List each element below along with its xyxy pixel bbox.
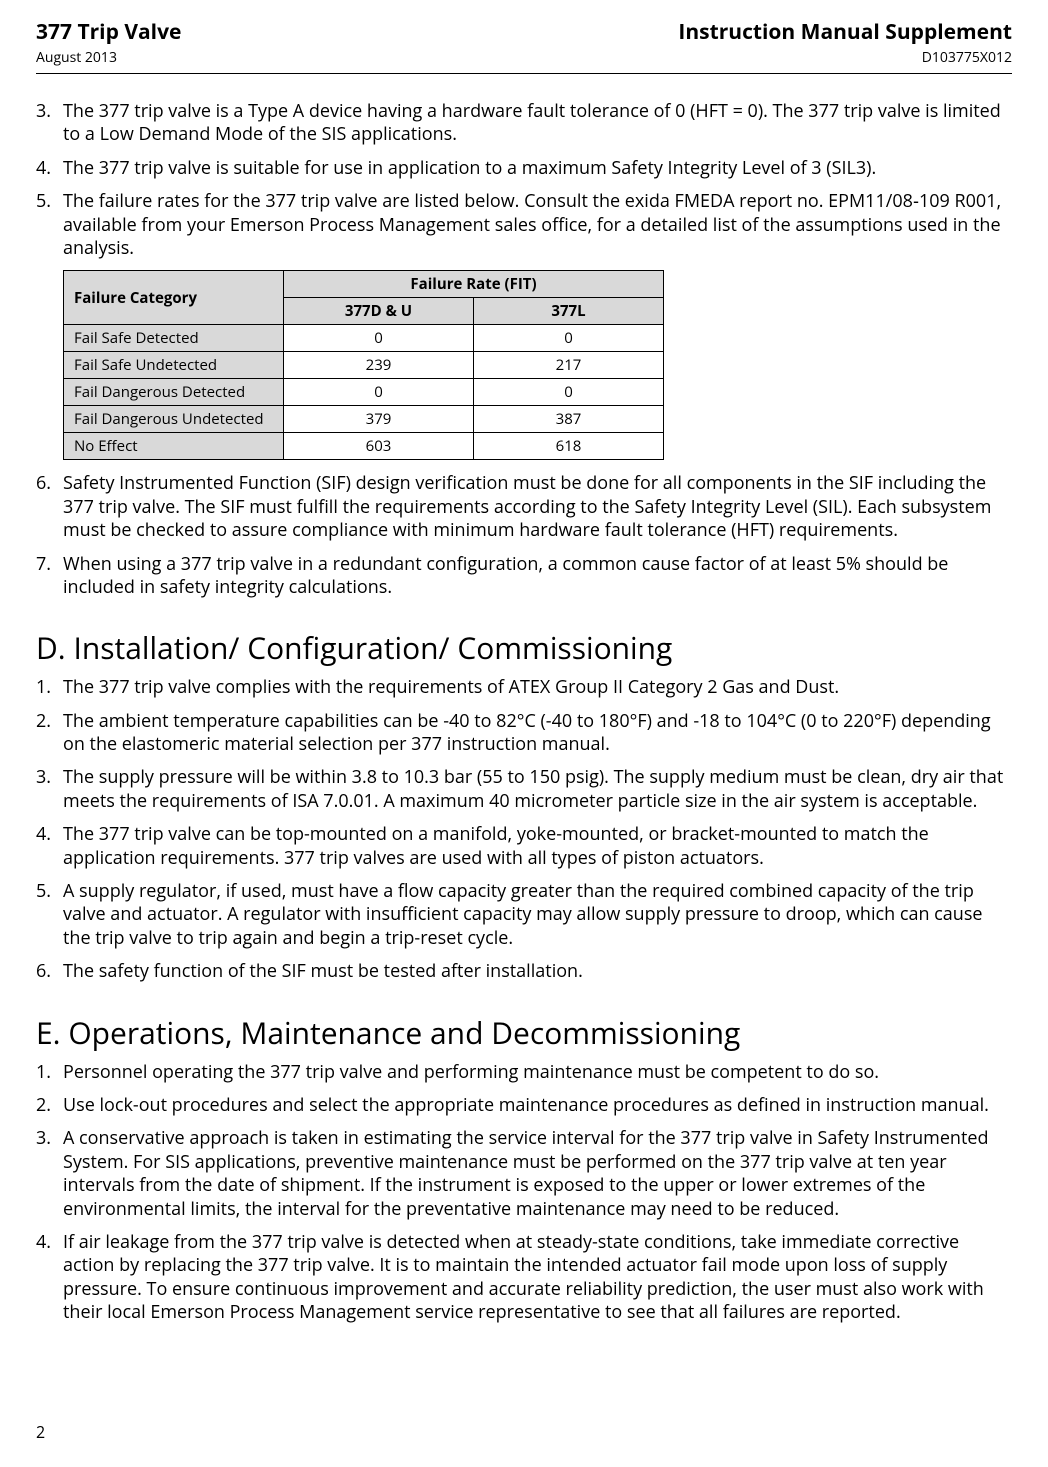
item-number: 3. [36,766,51,789]
doc-date: August 2013 [36,48,181,67]
item-text: The ambient temperature capabilities can… [63,709,991,756]
list-item: 2. The ambient temperature capabilities c… [36,710,1012,757]
page-header: 377 Trip Valve August 2013 Instruction M… [36,18,1012,74]
failure-rate-table-wrap: Failure Category Failure Rate (FIT) 377D… [63,270,1012,460]
cell-cat: Fail Safe Detected [64,325,284,352]
doc-number: D103775X012 [678,48,1012,67]
cell-val: 217 [474,352,664,379]
item-number: 2. [36,710,51,733]
doc-title: 377 Trip Valve [36,18,181,46]
item-text: Safety Instrumented Function (SIF) desig… [63,471,991,542]
header-right: Instruction Manual Supplement D103775X01… [678,18,1012,67]
section-d-list: 1. The 377 trip valve complies with the r… [36,676,1012,983]
section-e-heading: E. Operations, Maintenance and Decommiss… [36,1012,1012,1053]
header-left: 377 Trip Valve August 2013 [36,18,181,67]
cell-cat: Fail Dangerous Undetected [64,406,284,433]
item-number: 2. [36,1094,51,1117]
table-row: Fail Safe Detected00 [64,325,664,352]
cell-val: 0 [474,325,664,352]
th-rate: Failure Rate (FIT) [284,271,664,298]
cell-cat: Fail Dangerous Detected [64,379,284,406]
list-item: 5. A supply regulator, if used, must have… [36,880,1012,950]
item-text: The 377 trip valve complies with the req… [63,675,839,699]
item-text: The failure rates for the 377 trip valve… [63,189,1001,260]
item-text: The 377 trip valve is a Type A device ha… [63,99,1001,146]
manual-title: Instruction Manual Supplement [678,18,1012,46]
list-item: 6. The safety function of the SIF must be… [36,960,1012,983]
cell-cat: Fail Safe Undetected [64,352,284,379]
th-col1: 377D & U [284,298,474,325]
cell-cat: No Effect [64,433,284,460]
item-number: 4. [36,157,51,180]
item-number: 1. [36,1061,51,1084]
cell-val: 603 [284,433,474,460]
list-c-part2: 6. Safety Instrumented Function (SIF) des… [36,472,1012,599]
item-number: 7. [36,553,51,576]
list-item: 7. When using a 377 trip valve in a redun… [36,553,1012,600]
list-item: 1. The 377 trip valve complies with the r… [36,676,1012,699]
table-row: Fail Dangerous Detected00 [64,379,664,406]
cell-val: 618 [474,433,664,460]
item-number: 4. [36,823,51,846]
item-text: If air leakage from the 377 trip valve i… [63,1230,984,1324]
item-text: The 377 trip valve can be top-mounted on… [63,822,929,869]
list-item: 4. The 377 trip valve can be top-mounted … [36,823,1012,870]
page-number: 2 [36,1421,45,1443]
list-item: 3. The supply pressure will be within 3.8… [36,766,1012,813]
cell-val: 387 [474,406,664,433]
list-item: 4. The 377 trip valve is suitable for use… [36,157,1012,180]
item-number: 4. [36,1231,51,1254]
table-row: Fail Dangerous Undetected379387 [64,406,664,433]
item-number: 1. [36,676,51,699]
item-number: 5. [36,880,51,903]
th-col2: 377L [474,298,664,325]
list-item: 4. If air leakage from the 377 trip valve… [36,1231,1012,1325]
item-number: 6. [36,472,51,495]
item-text: The safety function of the SIF must be t… [63,959,583,983]
list-item: 6. Safety Instrumented Function (SIF) des… [36,472,1012,542]
item-number: 6. [36,960,51,983]
list-item: 1. Personnel operating the 377 trip valve… [36,1061,1012,1084]
item-text: Personnel operating the 377 trip valve a… [63,1060,879,1084]
item-text: Use lock-out procedures and select the a… [63,1093,989,1117]
cell-val: 0 [474,379,664,406]
cell-val: 239 [284,352,474,379]
list-item: 3. A conservative approach is taken in es… [36,1127,1012,1221]
item-text: The supply pressure will be within 3.8 t… [63,765,1003,812]
cell-val: 379 [284,406,474,433]
section-d-heading: D. Installation/ Configuration/ Commissi… [36,627,1012,668]
item-number: 5. [36,190,51,213]
page: 377 Trip Valve August 2013 Instruction M… [0,0,1048,1467]
table-row: No Effect603618 [64,433,664,460]
list-item: 2. Use lock-out procedures and select the… [36,1094,1012,1117]
failure-rate-table: Failure Category Failure Rate (FIT) 377D… [63,270,664,460]
cell-val: 0 [284,325,474,352]
item-text: A conservative approach is taken in esti… [63,1126,989,1220]
table-row: Fail Safe Undetected239217 [64,352,664,379]
th-category: Failure Category [64,271,284,325]
item-text: The 377 trip valve is suitable for use i… [63,156,876,180]
item-text: When using a 377 trip valve in a redunda… [63,552,948,599]
list-item: 5. The failure rates for the 377 trip val… [36,190,1012,260]
list-item: 3. The 377 trip valve is a Type A device … [36,100,1012,147]
item-number: 3. [36,100,51,123]
cell-val: 0 [284,379,474,406]
item-text: A supply regulator, if used, must have a… [63,879,983,950]
item-number: 3. [36,1127,51,1150]
section-e-list: 1. Personnel operating the 377 trip valve… [36,1061,1012,1325]
list-c-part1: 3. The 377 trip valve is a Type A device … [36,100,1012,260]
